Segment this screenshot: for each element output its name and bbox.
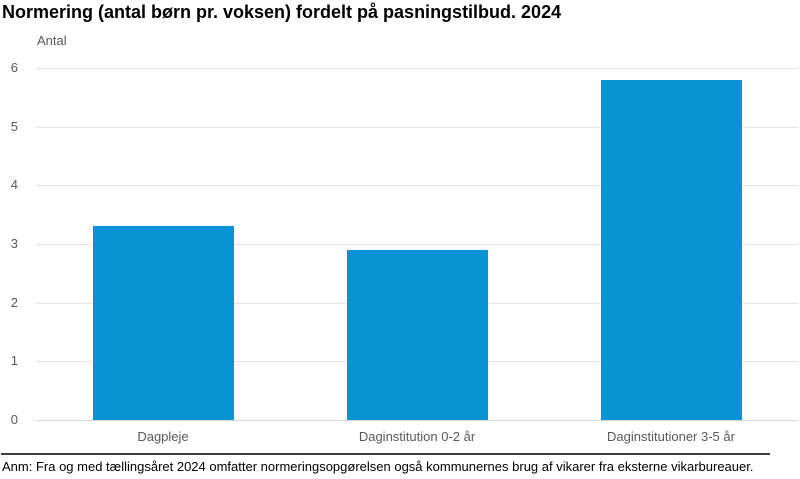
y-tick-label-3: 3	[10, 236, 18, 251]
y-tick-label-6: 6	[10, 60, 18, 75]
gridline-3	[36, 244, 798, 245]
y-tick-label-0: 0	[10, 412, 18, 427]
x-axis-labels: Dagpleje Daginstitution 0-2 år Daginstitut…	[36, 428, 798, 445]
gridline-0	[36, 420, 798, 421]
y-tick-label-2: 2	[10, 294, 18, 310]
y-tick-label-1: 1	[10, 353, 18, 369]
y-tick-label-4: 4	[10, 177, 18, 193]
footer-divider	[1, 453, 770, 455]
gridline-6	[36, 68, 798, 69]
x-category-label-1: Dagpleje	[137, 429, 189, 444]
x-category-label-2: Daginstitution 0-2 år	[358, 429, 476, 444]
footnote: Anm: Fra og med tællingsåret 2024 omfatt…	[2, 459, 754, 474]
gridline-5	[36, 126, 798, 128]
gridline-4	[36, 185, 798, 187]
bar-2	[346, 249, 488, 420]
y-axis-unit-label: Antal	[37, 33, 67, 48]
plot-area: 0 1 2 3 4 5 6	[11, 60, 798, 427]
chart-title: Normering (antal børn pr. voksen) fordel…	[2, 2, 562, 22]
x-category-label-3: Daginstitutioner 3-5 år	[607, 429, 735, 444]
y-tick-label-5: 5	[10, 118, 18, 134]
bar-1	[92, 226, 234, 420]
bar-3	[600, 79, 742, 420]
